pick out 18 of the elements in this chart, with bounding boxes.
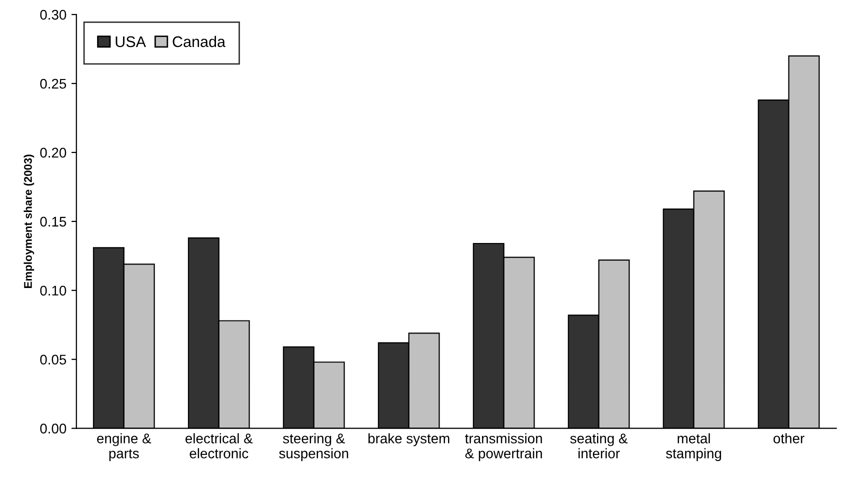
x-tick-label: steering & suspension xyxy=(279,433,348,462)
x-tick-label: metal stamping xyxy=(666,433,722,462)
y-tick-label: 0.00 xyxy=(40,424,66,434)
y-tick-label: 0.05 xyxy=(40,354,66,365)
x-tick-label: seating & interior xyxy=(570,433,628,458)
x-tick-label: electrical & electronic xyxy=(186,433,253,458)
y-tick-label: 0.20 xyxy=(40,148,66,158)
y-tick-label: 0.15 xyxy=(40,216,66,227)
x-tick-label: transmission & powertrain xyxy=(465,433,542,462)
x-tick-label: other xyxy=(774,433,804,444)
legend-label: USA xyxy=(116,36,146,48)
y-tick-label: 0.30 xyxy=(40,10,66,20)
y-tick-label: 0.10 xyxy=(40,286,66,296)
y-axis-title: Employment share (2003) xyxy=(24,154,34,288)
x-tick-label: brake system xyxy=(368,433,450,446)
y-tick-label: 0.25 xyxy=(40,78,66,89)
x-tick-label: engine & parts xyxy=(97,433,152,462)
legend-label: Canada xyxy=(172,36,226,48)
